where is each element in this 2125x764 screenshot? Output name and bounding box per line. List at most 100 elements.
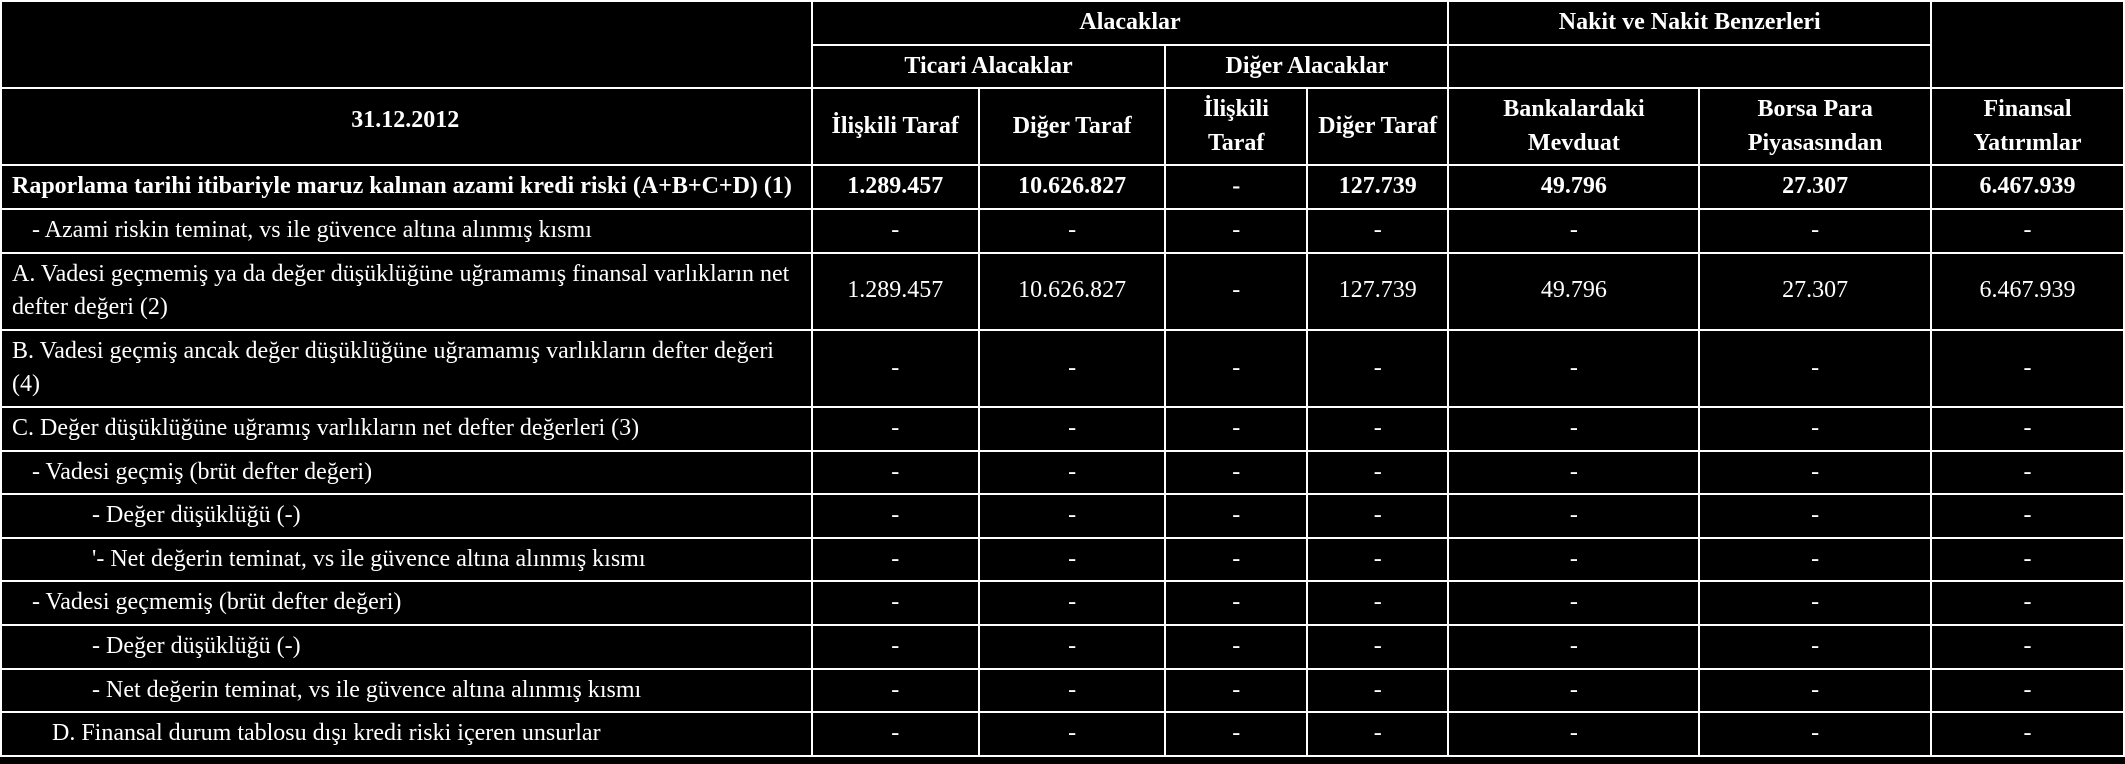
table-header: Alacaklar Nakit ve Nakit Benzerleri Tica… [1, 1, 2124, 165]
cell-value: - [979, 581, 1166, 625]
cell-value: - [1448, 330, 1699, 407]
cell-value: - [1165, 165, 1307, 209]
table-row: - Değer düşüklüğü (-)------- [1, 494, 2124, 538]
cell-value: - [1931, 669, 2124, 713]
cell-value: - [1448, 538, 1699, 582]
table-row: C. Değer düşüklüğüne uğramış varlıkların… [1, 407, 2124, 451]
cell-value: - [1165, 330, 1307, 407]
header-empty-3 [1448, 45, 1930, 89]
cell-value: - [1931, 209, 2124, 253]
row-label: A. Vadesi geçmemiş ya da değer düşüklüğü… [1, 253, 812, 330]
row-label: '- Net değerin teminat, vs ile güvence a… [1, 538, 812, 582]
cell-value: - [1448, 712, 1699, 756]
table-row: D. Finansal durum tablosu dışı kredi ris… [1, 712, 2124, 756]
table-row: Raporlama tarihi itibariyle maruz kalına… [1, 165, 2124, 209]
cell-value: - [1307, 451, 1449, 495]
table-row: A. Vadesi geçmemiş ya da değer düşüklüğü… [1, 253, 2124, 330]
cell-value: - [812, 581, 979, 625]
cell-value: - [1165, 712, 1307, 756]
cell-value: - [1448, 451, 1699, 495]
table-row: - Vadesi geçmemiş (brüt defter değeri)--… [1, 581, 2124, 625]
table-row: - Değer düşüklüğü (-)------- [1, 625, 2124, 669]
cell-value: - [1307, 581, 1449, 625]
cell-value: - [1448, 494, 1699, 538]
cell-value: - [1931, 581, 2124, 625]
header-empty-2 [1931, 1, 2124, 88]
cell-value: - [812, 625, 979, 669]
cell-value: - [979, 538, 1166, 582]
cell-value: - [1165, 625, 1307, 669]
row-label: - Değer düşüklüğü (-) [1, 625, 812, 669]
row-label: - Vadesi geçmiş (brüt defter değeri) [1, 451, 812, 495]
cell-value: - [1699, 451, 1931, 495]
header-ticari: Ticari Alacaklar [812, 45, 1166, 89]
cell-value: 6.467.939 [1931, 253, 2124, 330]
row-label: - Net değerin teminat, vs ile güvence al… [1, 669, 812, 713]
cell-value: - [1699, 494, 1931, 538]
col-head-borsa: Borsa Para Piyasasından [1699, 88, 1931, 165]
row-label: D. Finansal durum tablosu dışı kredi ris… [1, 712, 812, 756]
cell-value: - [1699, 209, 1931, 253]
cell-value: 1.289.457 [812, 253, 979, 330]
table-row: - Vadesi geçmiş (brüt defter değeri)----… [1, 451, 2124, 495]
cell-value: - [812, 407, 979, 451]
cell-value: - [1699, 669, 1931, 713]
cell-value: - [1699, 330, 1931, 407]
cell-value: - [1307, 330, 1449, 407]
cell-value: - [1931, 625, 2124, 669]
cell-value: - [1165, 538, 1307, 582]
credit-risk-table-container: Alacaklar Nakit ve Nakit Benzerleri Tica… [0, 0, 2125, 757]
cell-value: 6.467.939 [1931, 165, 2124, 209]
cell-value: - [1448, 625, 1699, 669]
col-head-finansal: Finansal Yatırımlar [1931, 88, 2124, 165]
table-row: '- Net değerin teminat, vs ile güvence a… [1, 538, 2124, 582]
cell-value: - [1448, 407, 1699, 451]
credit-risk-table: Alacaklar Nakit ve Nakit Benzerleri Tica… [0, 0, 2125, 757]
cell-value: - [979, 494, 1166, 538]
cell-value: - [1307, 712, 1449, 756]
cell-value: - [812, 494, 979, 538]
cell-value: 10.626.827 [979, 253, 1166, 330]
table-row: B. Vadesi geçmiş ancak değer düşüklüğüne… [1, 330, 2124, 407]
cell-value: - [979, 712, 1166, 756]
cell-value: - [1931, 538, 2124, 582]
table-row: - Azami riskin teminat, vs ile güvence a… [1, 209, 2124, 253]
cell-value: - [1307, 538, 1449, 582]
header-row-1: Alacaklar Nakit ve Nakit Benzerleri [1, 1, 2124, 45]
cell-value: - [979, 330, 1166, 407]
cell-value: - [979, 407, 1166, 451]
row-label: C. Değer düşüklüğüne uğramış varlıkların… [1, 407, 812, 451]
cell-value: 49.796 [1448, 253, 1699, 330]
cell-value: 27.307 [1699, 165, 1931, 209]
header-date: 31.12.2012 [1, 88, 812, 152]
header-nakit: Nakit ve Nakit Benzerleri [1448, 1, 1930, 45]
cell-value: - [812, 330, 979, 407]
cell-value: - [1931, 712, 2124, 756]
cell-value: - [812, 209, 979, 253]
cell-value: - [1165, 209, 1307, 253]
cell-value: - [1699, 712, 1931, 756]
header-empty-4 [1, 152, 812, 165]
cell-value: - [1699, 581, 1931, 625]
cell-value: - [1448, 581, 1699, 625]
cell-value: - [1165, 451, 1307, 495]
row-label: - Vadesi geçmemiş (brüt defter değeri) [1, 581, 812, 625]
col-head-iliskili-1: İlişkili Taraf [812, 88, 979, 165]
cell-value: - [1307, 407, 1449, 451]
cell-value: - [1931, 494, 2124, 538]
header-diger-alacaklar: Diğer Alacaklar [1165, 45, 1448, 89]
cell-value: - [1165, 669, 1307, 713]
cell-value: - [1699, 538, 1931, 582]
cell-value: - [1699, 407, 1931, 451]
cell-value: - [812, 712, 979, 756]
cell-value: 27.307 [1699, 253, 1931, 330]
cell-value: - [1699, 625, 1931, 669]
col-head-diger-2: Diğer Taraf [1307, 88, 1449, 165]
col-head-diger-1: Diğer Taraf [979, 88, 1166, 165]
cell-value: - [1165, 581, 1307, 625]
header-row-3: 31.12.2012 İlişkili Taraf Diğer Taraf İl… [1, 88, 2124, 152]
cell-value: - [812, 538, 979, 582]
cell-value: 10.626.827 [979, 165, 1166, 209]
cell-value: - [1307, 625, 1449, 669]
cell-value: - [1448, 209, 1699, 253]
